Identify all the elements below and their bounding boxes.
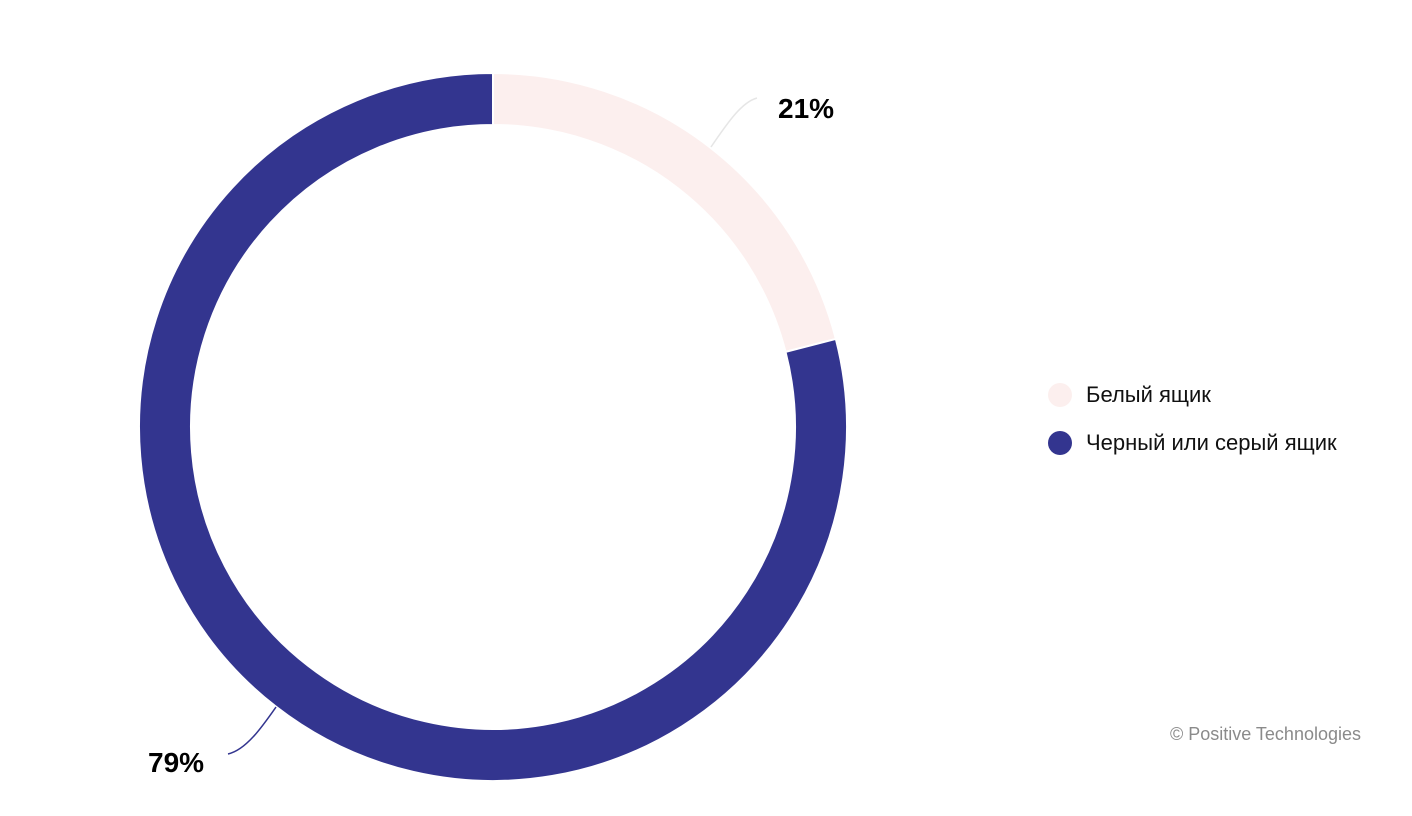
legend-label-white-box: Белый ящик — [1086, 382, 1211, 407]
donut-slices — [138, 71, 848, 782]
legend-item-black-or-gray-box: Черный или серый ящик — [1048, 428, 1337, 458]
leader-line-white-box — [710, 97, 758, 148]
slice-labels: 21% 79% — [148, 93, 834, 778]
legend-swatch-black-or-gray-box — [1048, 431, 1072, 455]
legend-label-black-or-gray-box: Черный или серый ящик — [1086, 430, 1337, 455]
copyright-credit: © Positive Technologies — [1169, 724, 1361, 744]
leader-line-black-or-gray-box — [227, 706, 277, 755]
label-leader-lines — [227, 97, 758, 755]
slice-black-or-gray-box — [138, 71, 848, 782]
legend: Белый ящик Черный или серый ящик — [1048, 380, 1337, 476]
slice-label-black-or-gray-box: 79% — [148, 747, 204, 778]
slice-label-white-box: 21% — [778, 93, 834, 124]
legend-item-white-box: Белый ящик — [1048, 380, 1337, 410]
legend-swatch-white-box — [1048, 383, 1072, 407]
